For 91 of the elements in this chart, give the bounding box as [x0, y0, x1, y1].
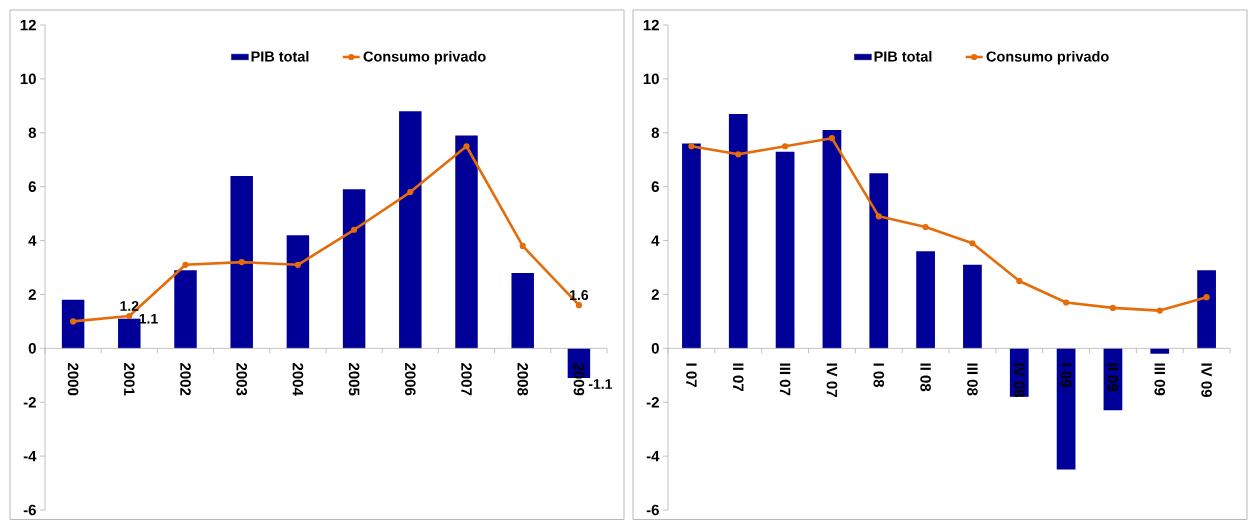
y-tick-label: 6: [28, 181, 36, 192]
x-tick-label: 2003: [236, 363, 248, 396]
point: [294, 261, 301, 268]
x-tick-label: 2000: [67, 363, 79, 396]
bar: [286, 235, 310, 349]
x-tick-label: III 09: [1154, 363, 1166, 396]
bar: [230, 175, 253, 349]
y-tick-label: 10: [643, 73, 659, 85]
y-tick-label: 8: [28, 127, 37, 139]
y-tick-label: 6: [651, 181, 659, 192]
bar: [775, 151, 795, 349]
x-tick-label: III 08: [967, 363, 978, 396]
bar: [399, 111, 422, 349]
y-tick-label: 2: [651, 289, 659, 300]
y-tick-label: -4: [23, 450, 37, 462]
bar: [61, 299, 85, 349]
x-tick-label: I 07: [686, 363, 697, 387]
point: [828, 135, 836, 142]
point: [1203, 294, 1210, 301]
x-tick-label: 2007: [461, 363, 472, 396]
x-tick-label: I 09: [1060, 363, 1072, 387]
bar: [342, 189, 366, 349]
bar: [1150, 348, 1170, 354]
y-tick-label: 0: [651, 343, 659, 354]
y-tick-label: 4: [28, 235, 37, 246]
bar: [728, 113, 748, 349]
point: [519, 242, 526, 250]
point: [1109, 304, 1117, 312]
y-tick-label: -2: [23, 396, 36, 408]
bar: [455, 135, 478, 349]
data-label: -1.1: [588, 379, 613, 389]
bar: [916, 251, 935, 349]
x-tick-label: 2006: [405, 363, 416, 396]
legend-label: Consumo privado: [363, 51, 486, 65]
x-tick-label: 2004: [292, 363, 304, 396]
y-tick-label: 10: [20, 73, 36, 85]
x-tick-label: III 07: [779, 363, 791, 396]
bar: [963, 264, 982, 349]
point: [969, 240, 976, 247]
x-tick-label: 2009: [573, 363, 585, 396]
y-tick-label: 12: [643, 19, 659, 31]
point: [1063, 299, 1070, 306]
x-tick-label: 2002: [180, 363, 191, 396]
x-tick-label: IV 08: [1013, 363, 1025, 398]
bar: [869, 173, 889, 349]
y-tick-label: 0: [28, 343, 36, 354]
x-tick-label: II 09: [1107, 363, 1119, 392]
y-tick-label: -6: [646, 504, 659, 516]
y-tick-label: -4: [646, 450, 660, 462]
point: [688, 143, 695, 150]
bar: [1197, 270, 1216, 349]
data-label: 1.1: [139, 313, 158, 324]
data-label: 1.2: [120, 301, 139, 311]
point: [575, 302, 582, 309]
x-tick-label: II 07: [732, 363, 744, 392]
bar: [174, 270, 197, 349]
point: [407, 188, 414, 196]
bar: [118, 318, 141, 349]
x-tick-label: 2001: [124, 363, 135, 396]
x-tick-label: 2008: [517, 363, 529, 396]
y-tick-label: 4: [651, 235, 660, 246]
data-label: 1.6: [570, 290, 589, 301]
x-tick-label: IV 07: [826, 363, 838, 397]
point: [182, 261, 189, 268]
point: [922, 223, 929, 231]
point: [1016, 277, 1023, 285]
x-tick-label: 2005: [348, 363, 360, 396]
y-tick-label: 8: [651, 127, 660, 139]
point: [238, 259, 245, 266]
x-tick-label: IV 09: [1201, 363, 1212, 397]
point: [875, 213, 882, 220]
legend-label: PIB total: [874, 51, 932, 62]
y-tick-label: -6: [23, 504, 36, 516]
point: [351, 226, 358, 233]
point: [70, 318, 77, 325]
legend-label: PIB total: [251, 51, 309, 62]
bar: [822, 130, 842, 349]
bar: [1056, 348, 1076, 470]
point: [1156, 307, 1163, 314]
x-tick-label: II 08: [920, 363, 931, 392]
y-tick-label: -2: [646, 396, 659, 408]
x-tick-label: I 08: [873, 363, 885, 388]
point: [126, 312, 133, 320]
point: [463, 143, 470, 150]
legend-label: Consumo privado: [986, 51, 1109, 65]
bar: [511, 272, 534, 349]
point: [781, 143, 789, 150]
bar: [682, 143, 701, 349]
y-tick-label: 2: [28, 289, 36, 300]
y-tick-label: 12: [20, 19, 36, 31]
point: [735, 151, 742, 158]
